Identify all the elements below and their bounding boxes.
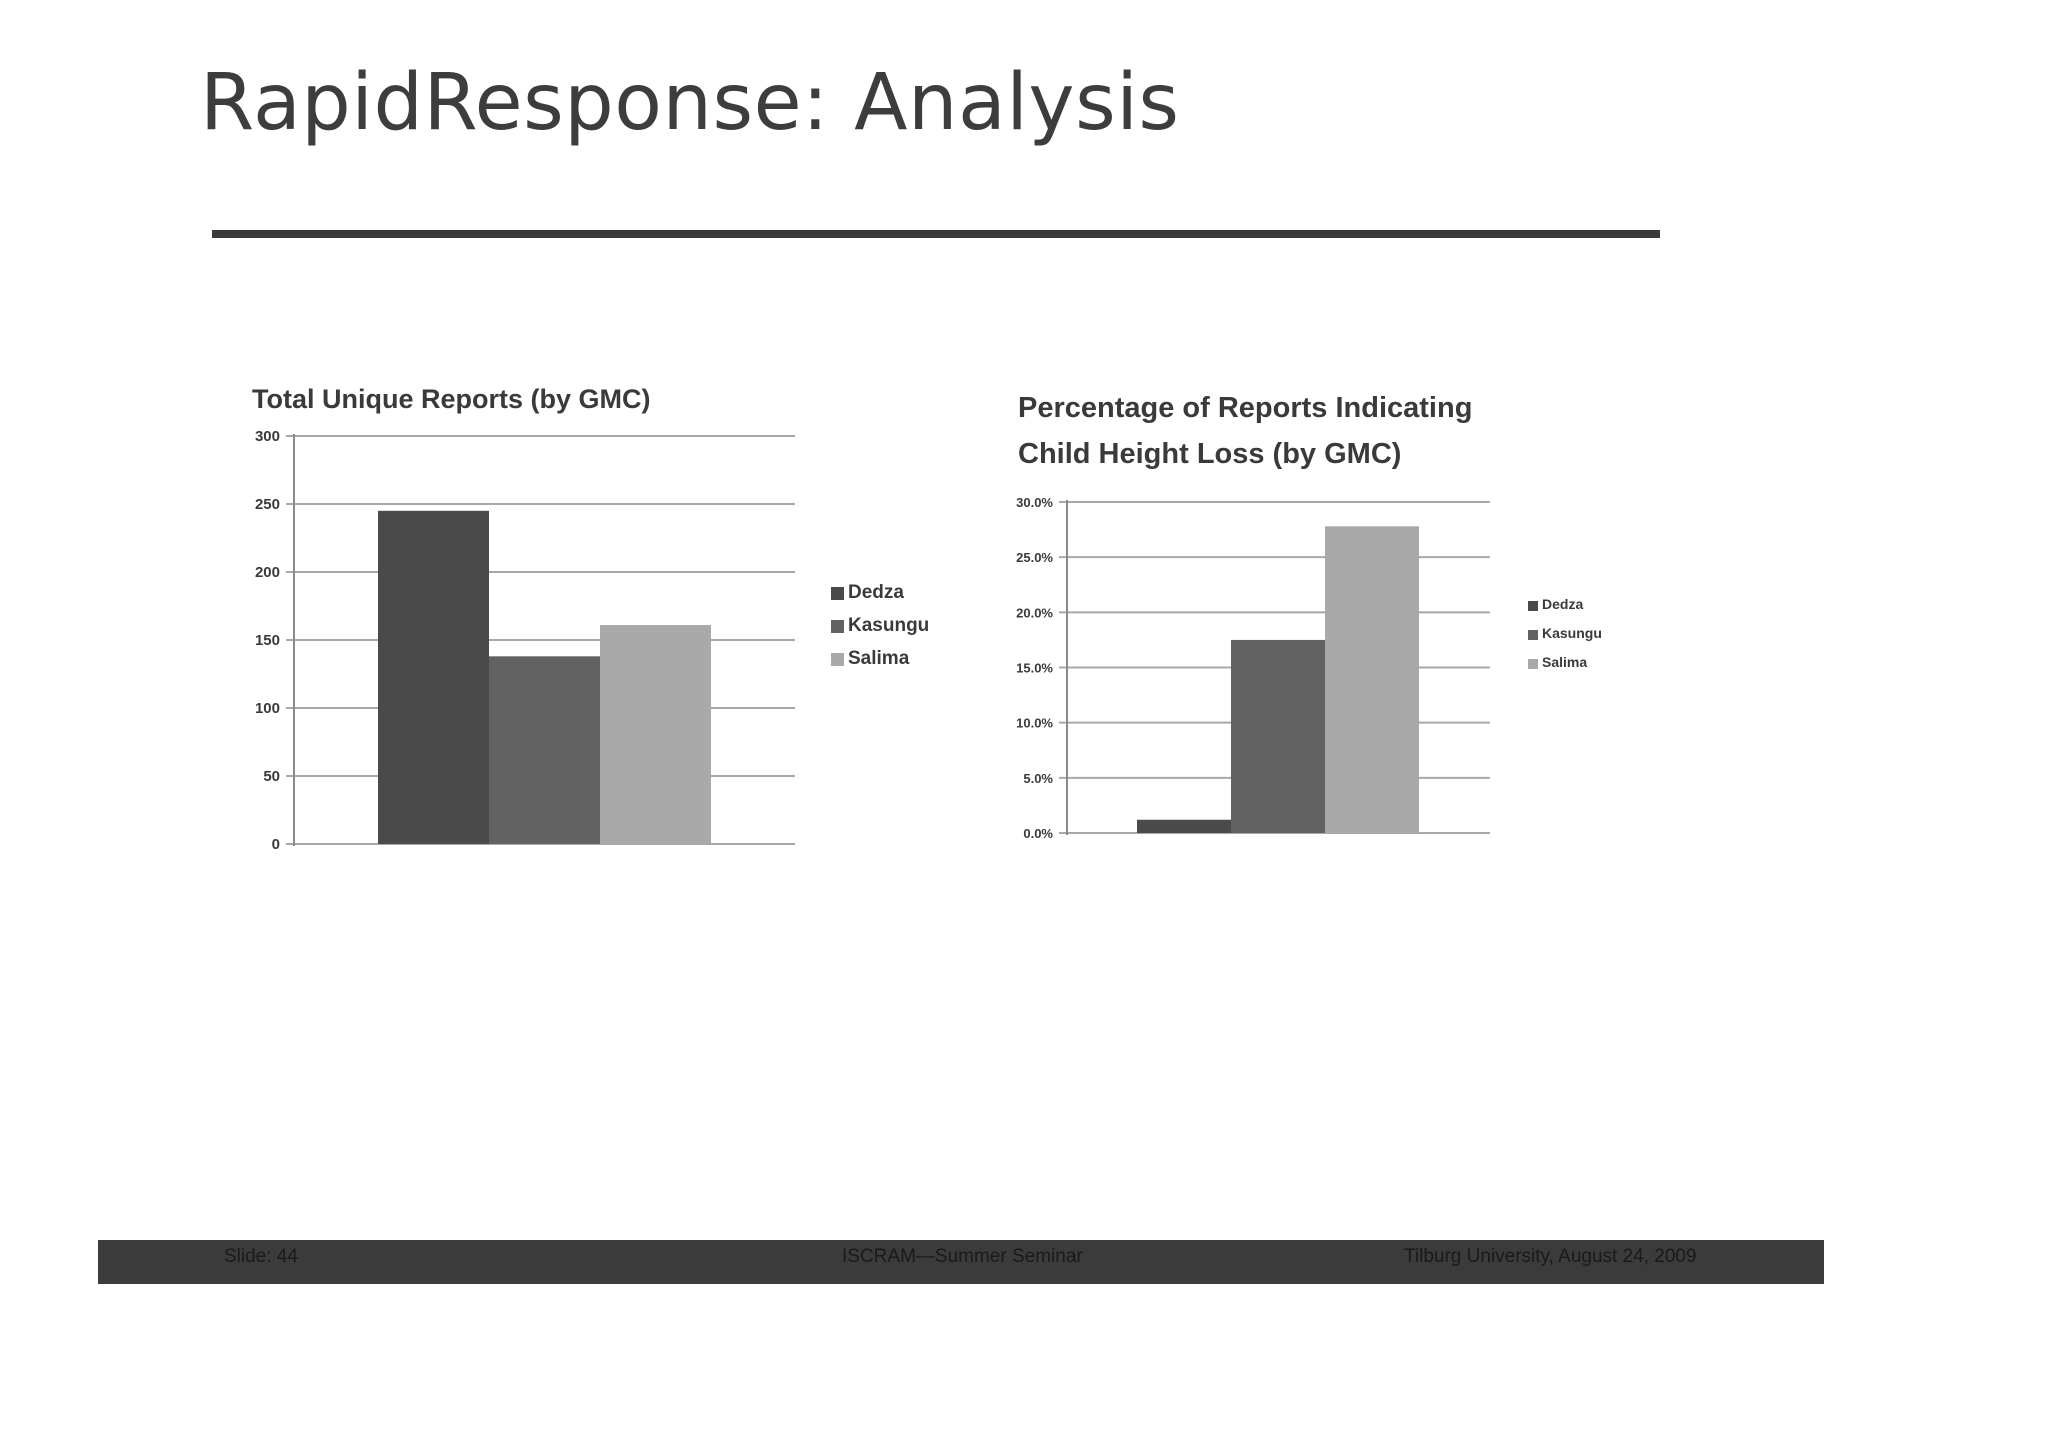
chart1-title: Total Unique Reports (by GMC) <box>252 384 651 414</box>
legend-swatch-salima <box>831 653 844 666</box>
legend-label-salima: Salima <box>848 648 910 669</box>
chart1-bars <box>378 510 711 844</box>
legend-swatch-kasungu <box>831 620 844 633</box>
legend-label-salima: Salima <box>1542 654 1587 670</box>
y-tick-label: 50 <box>263 768 280 785</box>
footer-bar: Slide: 44 ISCRAM—Summer Seminar Tilburg … <box>98 1240 1824 1284</box>
seminar-name: ISCRAM—Summer Seminar <box>842 1246 1083 1267</box>
chart2-legend: Dedza Kasungu Salima <box>1528 596 1602 670</box>
chart2-y-tick-labels: 0.0% 5.0% 10.0% 15.0% 20.0% 25.0% 30.0% <box>1016 495 1053 841</box>
y-tick-label: 25.0% <box>1016 550 1053 565</box>
bar-kasungu <box>1231 639 1325 833</box>
y-tick-label: 100 <box>255 700 280 717</box>
place-date: Tilburg University, August 24, 2009 <box>1404 1246 1697 1267</box>
y-tick-label: 30.0% <box>1016 495 1053 510</box>
legend-swatch-dedza <box>1528 601 1538 611</box>
legend-swatch-salima <box>1528 659 1538 669</box>
legend-swatch-dedza <box>831 587 844 600</box>
y-tick-label: 0.0% <box>1023 826 1053 841</box>
slide-number: Slide: 44 <box>224 1246 298 1267</box>
y-tick-label: 0 <box>272 836 280 853</box>
y-tick-label: 300 <box>255 428 280 445</box>
y-tick-label: 5.0% <box>1023 771 1053 786</box>
bar-salima <box>1325 526 1419 833</box>
chart2-title-line2: Child Height Loss (by GMC) <box>1018 438 1401 470</box>
chart2-title-line1: Percentage of Reports Indicating <box>1018 392 1472 424</box>
chart-child-height-loss: Percentage of Reports Indicating Child H… <box>1016 392 1602 841</box>
chart1-y-tick-labels: 0 50 100 150 200 250 300 <box>255 428 280 853</box>
y-tick-label: 20.0% <box>1016 605 1053 620</box>
legend-label-dedza: Dedza <box>1542 596 1583 612</box>
legend-label-kasungu: Kasungu <box>1542 625 1602 641</box>
chart1-legend: Dedza Kasungu Salima <box>831 582 929 669</box>
chart-total-unique-reports: Total Unique Reports (by GMC) 0 50 100 150 2… <box>252 384 929 853</box>
y-tick-label: 15.0% <box>1016 661 1053 676</box>
title-divider <box>212 230 1660 238</box>
bar-dedza <box>1137 819 1231 833</box>
chart2-bars <box>1137 526 1419 833</box>
y-tick-label: 200 <box>255 564 280 581</box>
bar-kasungu <box>489 656 600 844</box>
bar-salima <box>600 625 711 844</box>
y-tick-label: 10.0% <box>1016 716 1053 731</box>
legend-swatch-kasungu <box>1528 630 1538 640</box>
bar-dedza <box>378 510 489 844</box>
slide-title: RapidResponse: Analysis <box>200 58 1180 148</box>
legend-label-kasungu: Kasungu <box>848 615 929 636</box>
y-tick-label: 250 <box>255 496 280 513</box>
y-tick-label: 150 <box>255 632 280 649</box>
legend-label-dedza: Dedza <box>848 582 904 603</box>
